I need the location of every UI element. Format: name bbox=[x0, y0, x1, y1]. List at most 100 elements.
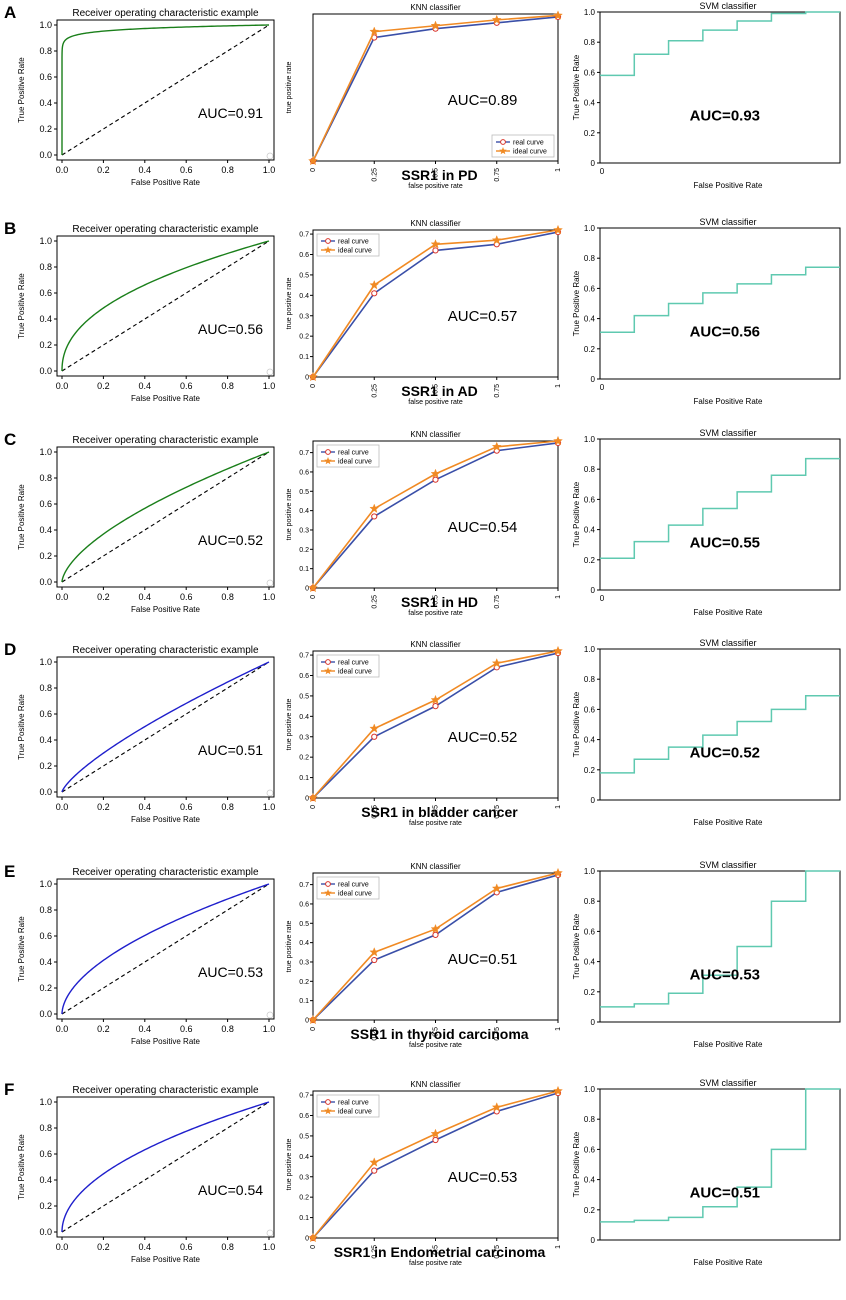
svm-ytick-label: 0.8 bbox=[584, 675, 596, 684]
roc-ytick-label: 0.2 bbox=[39, 1201, 52, 1211]
knn-xtick-label: 0.5 bbox=[433, 595, 440, 605]
knn-xtick-label: 1 bbox=[555, 384, 562, 388]
roc-auc-text: AUC=0.51 bbox=[198, 742, 263, 758]
svm-title: SVM classifier bbox=[699, 1078, 756, 1088]
svm-ytick-label: 0.2 bbox=[584, 129, 596, 138]
svm-xlabel: False Positive Rate bbox=[694, 1258, 763, 1267]
roc-ytick-label: 0.8 bbox=[39, 905, 52, 915]
knn-ideal-point bbox=[308, 1232, 318, 1243]
knn-ideal-point bbox=[430, 923, 441, 934]
roc-xlabel: False Positive Rate bbox=[131, 394, 200, 403]
roc-diagonal bbox=[61, 451, 270, 583]
panel-row-E: E Receiver operating characteristic examp… bbox=[4, 860, 841, 1049]
knn-real-point bbox=[371, 1167, 378, 1174]
knn-ideal-point bbox=[491, 235, 502, 245]
knn-legend-real-label: real curve bbox=[338, 239, 369, 246]
roc-xtick-label: 0.8 bbox=[221, 592, 234, 602]
roc-ytick-label: 0.2 bbox=[39, 983, 52, 993]
roc-xtick-label: 0.8 bbox=[221, 165, 234, 175]
svm-step-curve bbox=[600, 695, 840, 774]
roc-ylabel: True Positive Rate bbox=[17, 484, 26, 550]
knn-xtick-label: 0.5 bbox=[433, 168, 440, 178]
svm-ytick-label: 0.6 bbox=[584, 1145, 596, 1154]
knn-title: KNN classifier bbox=[410, 1080, 461, 1089]
knn-real-point bbox=[371, 956, 378, 964]
knn-legend-real-marker bbox=[500, 139, 506, 145]
knn-ylabel: true positive rate bbox=[286, 921, 293, 973]
roc-frame bbox=[56, 656, 275, 798]
knn-ideal-point bbox=[430, 239, 441, 249]
roc-curve bbox=[61, 451, 270, 583]
knn-xtick-label: 0.5 bbox=[433, 384, 440, 394]
knn-real-point bbox=[432, 247, 439, 254]
svm-ytick-label: 0 bbox=[591, 1018, 596, 1027]
knn-xtick-label: 0 bbox=[310, 168, 317, 172]
roc-ytick-label: 0.0 bbox=[39, 1227, 52, 1237]
roc-ytick-label: 0.4 bbox=[39, 314, 52, 324]
knn-legend-ideal-marker bbox=[324, 889, 332, 897]
knn-ytick-label: 0.6 bbox=[299, 901, 309, 908]
roc-auc-text: AUC=0.54 bbox=[198, 1182, 263, 1198]
svm-ytick-label: 0.2 bbox=[584, 766, 596, 775]
roc-ytick-label: 0.0 bbox=[39, 1009, 52, 1019]
roc-xtick-label: 0.4 bbox=[139, 592, 152, 602]
knn-ytick-label: 0.3 bbox=[299, 1174, 309, 1181]
svm-ytick-label: 1.0 bbox=[584, 867, 596, 876]
roc-ylabel: True Positive Rate bbox=[17, 916, 26, 982]
knn-xtick-label: 0 bbox=[310, 805, 317, 809]
panel-label: A bbox=[4, 3, 16, 22]
knn-legend-ideal-label: ideal curve bbox=[338, 1109, 372, 1116]
knn-xlabel: false positve rate bbox=[409, 1042, 462, 1049]
knn-xtick-label: 0 bbox=[310, 1245, 317, 1249]
roc-xlabel: False Positive Rate bbox=[131, 605, 200, 614]
roc-xtick-label: 0.4 bbox=[139, 802, 152, 812]
knn-ideal-point bbox=[553, 867, 563, 878]
roc-xtick-label: 0.0 bbox=[56, 381, 69, 391]
svm-ytick-label: 0 bbox=[591, 796, 596, 805]
knn-xlabel: false positve rate bbox=[409, 820, 462, 827]
roc-xtick-label: 1.0 bbox=[263, 1024, 276, 1034]
knn-ideal-point bbox=[369, 26, 380, 36]
knn-xtick-label: 0.25 bbox=[371, 1245, 378, 1259]
roc-xlabel: False Positive Rate bbox=[131, 815, 200, 824]
roc-ytick-label: 0.6 bbox=[39, 709, 52, 719]
panel-caption: SSR1 in Endometrial carcinoma bbox=[334, 1244, 546, 1260]
roc-ytick-label: 0.0 bbox=[39, 577, 52, 587]
roc-ylabel: True Positive Rate bbox=[17, 57, 26, 123]
svm-auc-text: AUC=0.55 bbox=[690, 535, 760, 552]
knn-real-point bbox=[371, 733, 378, 740]
knn-ideal-point bbox=[308, 582, 318, 593]
knn-xtick-label: 1 bbox=[555, 595, 562, 599]
roc-xtick-label: 0.8 bbox=[221, 381, 234, 391]
knn-auc-text: AUC=0.51 bbox=[448, 951, 518, 968]
svm-frame bbox=[599, 870, 841, 1023]
roc-ytick-label: 0.0 bbox=[39, 787, 52, 797]
svm-frame bbox=[599, 438, 841, 591]
panel-label: B bbox=[4, 219, 16, 238]
roc-frame bbox=[56, 1096, 275, 1238]
knn-ytick-label: 0 bbox=[305, 1018, 309, 1025]
svm-ytick-label: 0.8 bbox=[584, 465, 596, 474]
roc-ytick-label: 0.0 bbox=[39, 366, 52, 376]
roc-ytick-label: 1.0 bbox=[39, 20, 52, 30]
knn-ytick-label: 0.7 bbox=[299, 882, 309, 889]
knn-xtick-label: 0 bbox=[310, 595, 317, 599]
knn-xtick-label: 0.25 bbox=[371, 805, 378, 819]
knn-ytick-label: 0.6 bbox=[299, 1113, 309, 1120]
knn-ytick-label: 0.6 bbox=[299, 252, 309, 259]
svm-ytick-label: 0.4 bbox=[584, 315, 596, 324]
knn-auc-text: AUC=0.57 bbox=[448, 308, 518, 325]
roc-ytick-label: 1.0 bbox=[39, 879, 52, 889]
roc-xtick-label: 0.4 bbox=[139, 1024, 152, 1034]
svm-ylabel: True Positive Rate bbox=[572, 913, 581, 979]
knn-xtick-label: 1 bbox=[555, 168, 562, 172]
roc-xtick-label: 0.8 bbox=[221, 1242, 234, 1252]
knn-ylabel: true positive rate bbox=[286, 1139, 293, 1191]
knn-ytick-label: 0.1 bbox=[299, 775, 309, 782]
knn-legend-real-marker bbox=[325, 449, 331, 455]
svm-ytick-label: 1.0 bbox=[584, 8, 596, 17]
roc-ytick-label: 0.8 bbox=[39, 683, 52, 693]
roc-xtick-label: 0.0 bbox=[56, 1024, 69, 1034]
roc-corner-marker bbox=[266, 1229, 274, 1237]
svm-ytick-label: 0.8 bbox=[584, 38, 596, 47]
